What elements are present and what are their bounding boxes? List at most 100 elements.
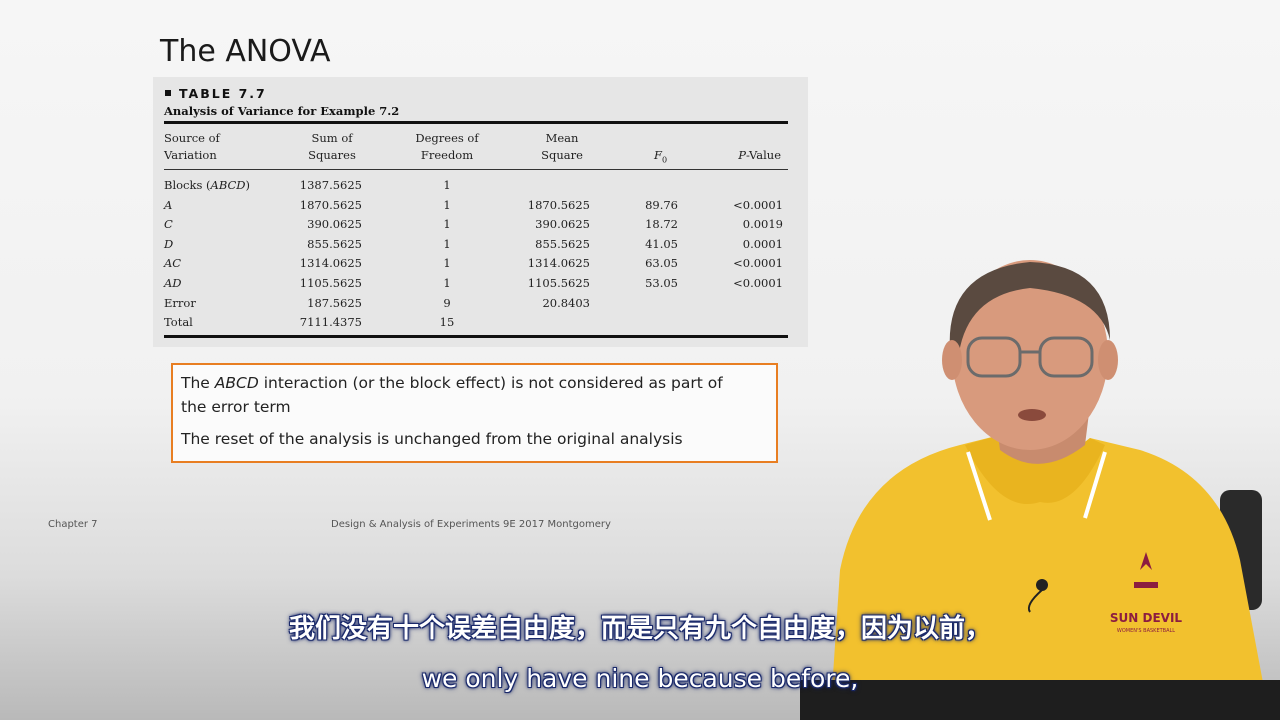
row-mean-square: 1105.5625 bbox=[527, 276, 590, 290]
anova-table: TABLE 7.7 Analysis of Variance for Examp… bbox=[153, 77, 808, 347]
row-p-value: <0.0001 bbox=[733, 197, 783, 212]
row-sum-of-squares: 1314.0625 bbox=[299, 256, 362, 271]
row-f0: 63.05 bbox=[645, 256, 678, 271]
header-source-line1: Source of bbox=[164, 131, 220, 145]
row-degrees-of-freedom: 1 bbox=[443, 256, 451, 271]
row-degrees-of-freedom: 9 bbox=[443, 295, 451, 310]
desk bbox=[800, 680, 1280, 720]
row-source: Total bbox=[164, 314, 193, 331]
right-ear bbox=[1098, 340, 1118, 380]
row-degrees-of-freedom: 1 bbox=[443, 276, 451, 290]
row-mean-square: 20.8403 bbox=[542, 295, 590, 310]
row-degrees-of-freedom: 1 bbox=[443, 178, 451, 192]
table-bottom-rule bbox=[164, 335, 788, 338]
note-line-1b: the error term bbox=[181, 398, 291, 416]
shirt-logo-text: SUN DEVIL bbox=[1110, 611, 1183, 625]
row-degrees-of-freedom: 1 bbox=[443, 217, 451, 232]
glasses-icon bbox=[966, 336, 1094, 378]
row-f0: 18.72 bbox=[645, 217, 678, 232]
note-line-2: The reset of the analysis is unchanged f… bbox=[181, 430, 683, 448]
header-df-line1: Degrees of bbox=[415, 131, 479, 145]
header-ms-line1: Mean bbox=[545, 131, 579, 145]
row-source-italic: D bbox=[164, 236, 174, 251]
lapel-mic-icon bbox=[1036, 579, 1048, 591]
header-f-letter: F bbox=[654, 148, 662, 162]
row-source: A bbox=[164, 197, 172, 214]
row-sum-of-squares: 7111.4375 bbox=[299, 315, 362, 330]
left-ear bbox=[942, 340, 962, 380]
yellow-shirt bbox=[830, 435, 1270, 720]
row-mean-square: 390.0625 bbox=[535, 217, 590, 232]
hair bbox=[949, 262, 1110, 360]
row-degrees-of-freedom: 1 bbox=[443, 197, 451, 212]
header-degrees-of-freedom: Degrees of Freedom bbox=[397, 130, 497, 164]
row-source: Blocks (ABCD) bbox=[164, 177, 250, 194]
header-p-suffix: -Value bbox=[745, 148, 781, 162]
row-source: C bbox=[164, 216, 173, 233]
header-f0: F0 bbox=[654, 147, 667, 168]
row-sum-of-squares: 1105.5625 bbox=[299, 276, 362, 290]
header-p-value: P-Value bbox=[693, 147, 781, 164]
table-header-rule bbox=[164, 169, 788, 170]
row-source-italic: AC bbox=[164, 256, 182, 271]
mouth bbox=[1018, 409, 1046, 421]
header-ms-line2: Square bbox=[541, 148, 583, 162]
header-f-subscript: 0 bbox=[661, 155, 668, 165]
note-line-1: The ABCD interaction (or the block effec… bbox=[181, 371, 768, 395]
row-source-end: ) bbox=[245, 178, 251, 192]
row-sum-of-squares: 855.5625 bbox=[307, 236, 362, 251]
note-line-1-pre: The bbox=[181, 374, 215, 392]
row-mean-square: 1314.0625 bbox=[527, 256, 590, 271]
presenter-video: SUN DEVIL WOMEN'S BASKETBALL bbox=[800, 260, 1280, 720]
row-mean-square: 1870.5625 bbox=[527, 197, 590, 212]
row-sum-of-squares: 390.0625 bbox=[307, 217, 362, 232]
row-degrees-of-freedom: 15 bbox=[439, 315, 455, 330]
row-source-text: Total bbox=[164, 315, 193, 330]
note-line-1-post: interaction (or the block effect) is not… bbox=[258, 374, 723, 392]
row-f0: 41.05 bbox=[645, 236, 678, 251]
mic-cable bbox=[1027, 589, 1043, 613]
row-f0: 53.05 bbox=[645, 276, 678, 290]
header-ss-line2: Squares bbox=[308, 148, 356, 162]
row-source: AC bbox=[164, 255, 181, 272]
row-p-value: <0.0001 bbox=[733, 256, 783, 271]
row-p-value: 0.0001 bbox=[742, 236, 783, 251]
header-source-line2: Variation bbox=[164, 148, 217, 162]
table-top-rule bbox=[164, 121, 788, 124]
row-degrees-of-freedom: 1 bbox=[443, 236, 451, 251]
note-box: The ABCD interaction (or the block effec… bbox=[171, 363, 778, 463]
row-p-value: 0.0019 bbox=[742, 217, 783, 232]
header-ss-line1: Sum of bbox=[311, 131, 353, 145]
subtitle-english: we only have nine because before, bbox=[421, 664, 859, 693]
header-sum-of-squares: Sum of Squares bbox=[282, 130, 382, 164]
table-number: TABLE 7.7 bbox=[165, 86, 267, 101]
row-sum-of-squares: 1870.5625 bbox=[299, 197, 362, 212]
row-source-text: Blocks ( bbox=[164, 178, 211, 192]
footer-book: Design & Analysis of Experiments 9E 2017… bbox=[331, 519, 611, 530]
row-sum-of-squares: 1387.5625 bbox=[299, 178, 362, 192]
subtitle-chinese: 我们没有十个误差自由度，而是只有九个自由度，因为以前， bbox=[288, 614, 991, 644]
row-source: D bbox=[164, 236, 173, 253]
row-source-text: Error bbox=[164, 295, 196, 310]
note-line-1-italic: ABCD bbox=[214, 374, 259, 392]
row-source-italic: AD bbox=[164, 276, 182, 290]
row-f0: 89.76 bbox=[645, 197, 678, 212]
footer-chapter: Chapter 7 bbox=[48, 519, 98, 530]
row-source: AD bbox=[164, 275, 182, 292]
row-sum-of-squares: 187.5625 bbox=[307, 295, 362, 310]
header-mean-square: Mean Square bbox=[512, 130, 612, 164]
shirt-logo-subtext: WOMEN'S BASKETBALL bbox=[1117, 628, 1175, 634]
row-source: Error bbox=[164, 295, 196, 312]
row-source-italic: ABCD bbox=[210, 178, 246, 192]
head bbox=[952, 260, 1108, 450]
square-bullet-icon bbox=[165, 90, 171, 96]
collar-stripes bbox=[966, 451, 1107, 521]
row-source-italic: C bbox=[164, 217, 173, 232]
header-source: Source of Variation bbox=[164, 130, 220, 164]
header-df-line2: Freedom bbox=[420, 148, 474, 162]
pitchfork-logo-icon bbox=[1134, 552, 1158, 588]
slide-title: The ANOVA bbox=[160, 34, 331, 69]
row-source-italic: A bbox=[164, 197, 173, 212]
table-tag-label: TABLE 7.7 bbox=[179, 86, 267, 101]
header-p-letter: P bbox=[738, 148, 746, 162]
